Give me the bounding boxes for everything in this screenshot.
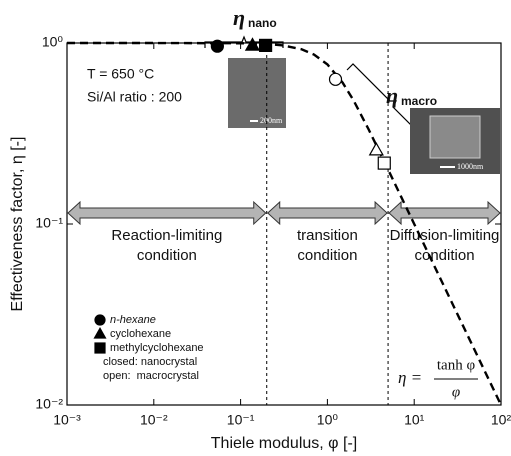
legend-label: n-hexane	[110, 314, 156, 326]
y-tick-label: 10⁻²	[35, 396, 63, 412]
region-label: Diffusion-limiting	[390, 227, 500, 244]
region-label: condition	[297, 247, 357, 264]
x-tick-label: 10⁻²	[140, 412, 168, 428]
legend-note: open: macrocrystal	[103, 370, 199, 382]
ratio-note: Si/Al ratio : 200	[87, 89, 182, 105]
x-axis-label: Thiele modulus, φ [-]	[211, 435, 357, 452]
scale-label: 200nm	[260, 116, 283, 125]
legend-note: closed: nanocrystal	[103, 356, 197, 368]
chart: Thiele modulus, φ [-] Effectiveness fact…	[0, 0, 511, 456]
region-arrow	[68, 202, 266, 224]
temperature-note: T = 650 °C	[87, 66, 154, 82]
x-tick-label: 10¹	[404, 412, 425, 428]
crystal-shape	[430, 116, 480, 158]
region-label: condition	[137, 247, 197, 264]
equation-lhs: η =	[398, 368, 422, 387]
legend-label: cyclohexane	[110, 328, 171, 340]
marker	[330, 73, 342, 85]
marker	[260, 39, 272, 51]
x-tick-label: 10⁰	[317, 412, 339, 428]
equation-numerator: tanh φ	[437, 357, 476, 373]
eta-macro-sub: macro	[401, 94, 437, 108]
marker	[95, 343, 105, 353]
x-tick-label: 10²	[491, 412, 511, 428]
equation-denominator: φ	[452, 384, 460, 400]
eta-nano-symbol: η	[233, 5, 245, 30]
marker	[95, 328, 106, 338]
y-tick-label: 10⁻¹	[35, 215, 63, 231]
marker	[211, 40, 223, 52]
region-label: transition	[297, 227, 358, 244]
scale-label: 1000nm	[457, 162, 484, 171]
region-label: condition	[415, 247, 475, 264]
y-axis-label: Effectiveness factor, η [-]	[9, 137, 26, 312]
region-arrow	[389, 202, 500, 224]
region-label: Reaction-limiting	[111, 227, 222, 244]
marker	[378, 157, 390, 169]
x-tick-label: 10⁻¹	[227, 412, 255, 428]
y-tick-label: 10⁰	[42, 34, 64, 50]
region-arrow	[268, 202, 387, 224]
marker	[370, 143, 383, 155]
legend-label: methylcyclohexane	[110, 342, 204, 354]
x-tick-label: 10⁻³	[53, 412, 81, 428]
marker	[95, 315, 105, 325]
eta-nano-sub: nano	[248, 16, 277, 30]
marker	[246, 38, 259, 50]
